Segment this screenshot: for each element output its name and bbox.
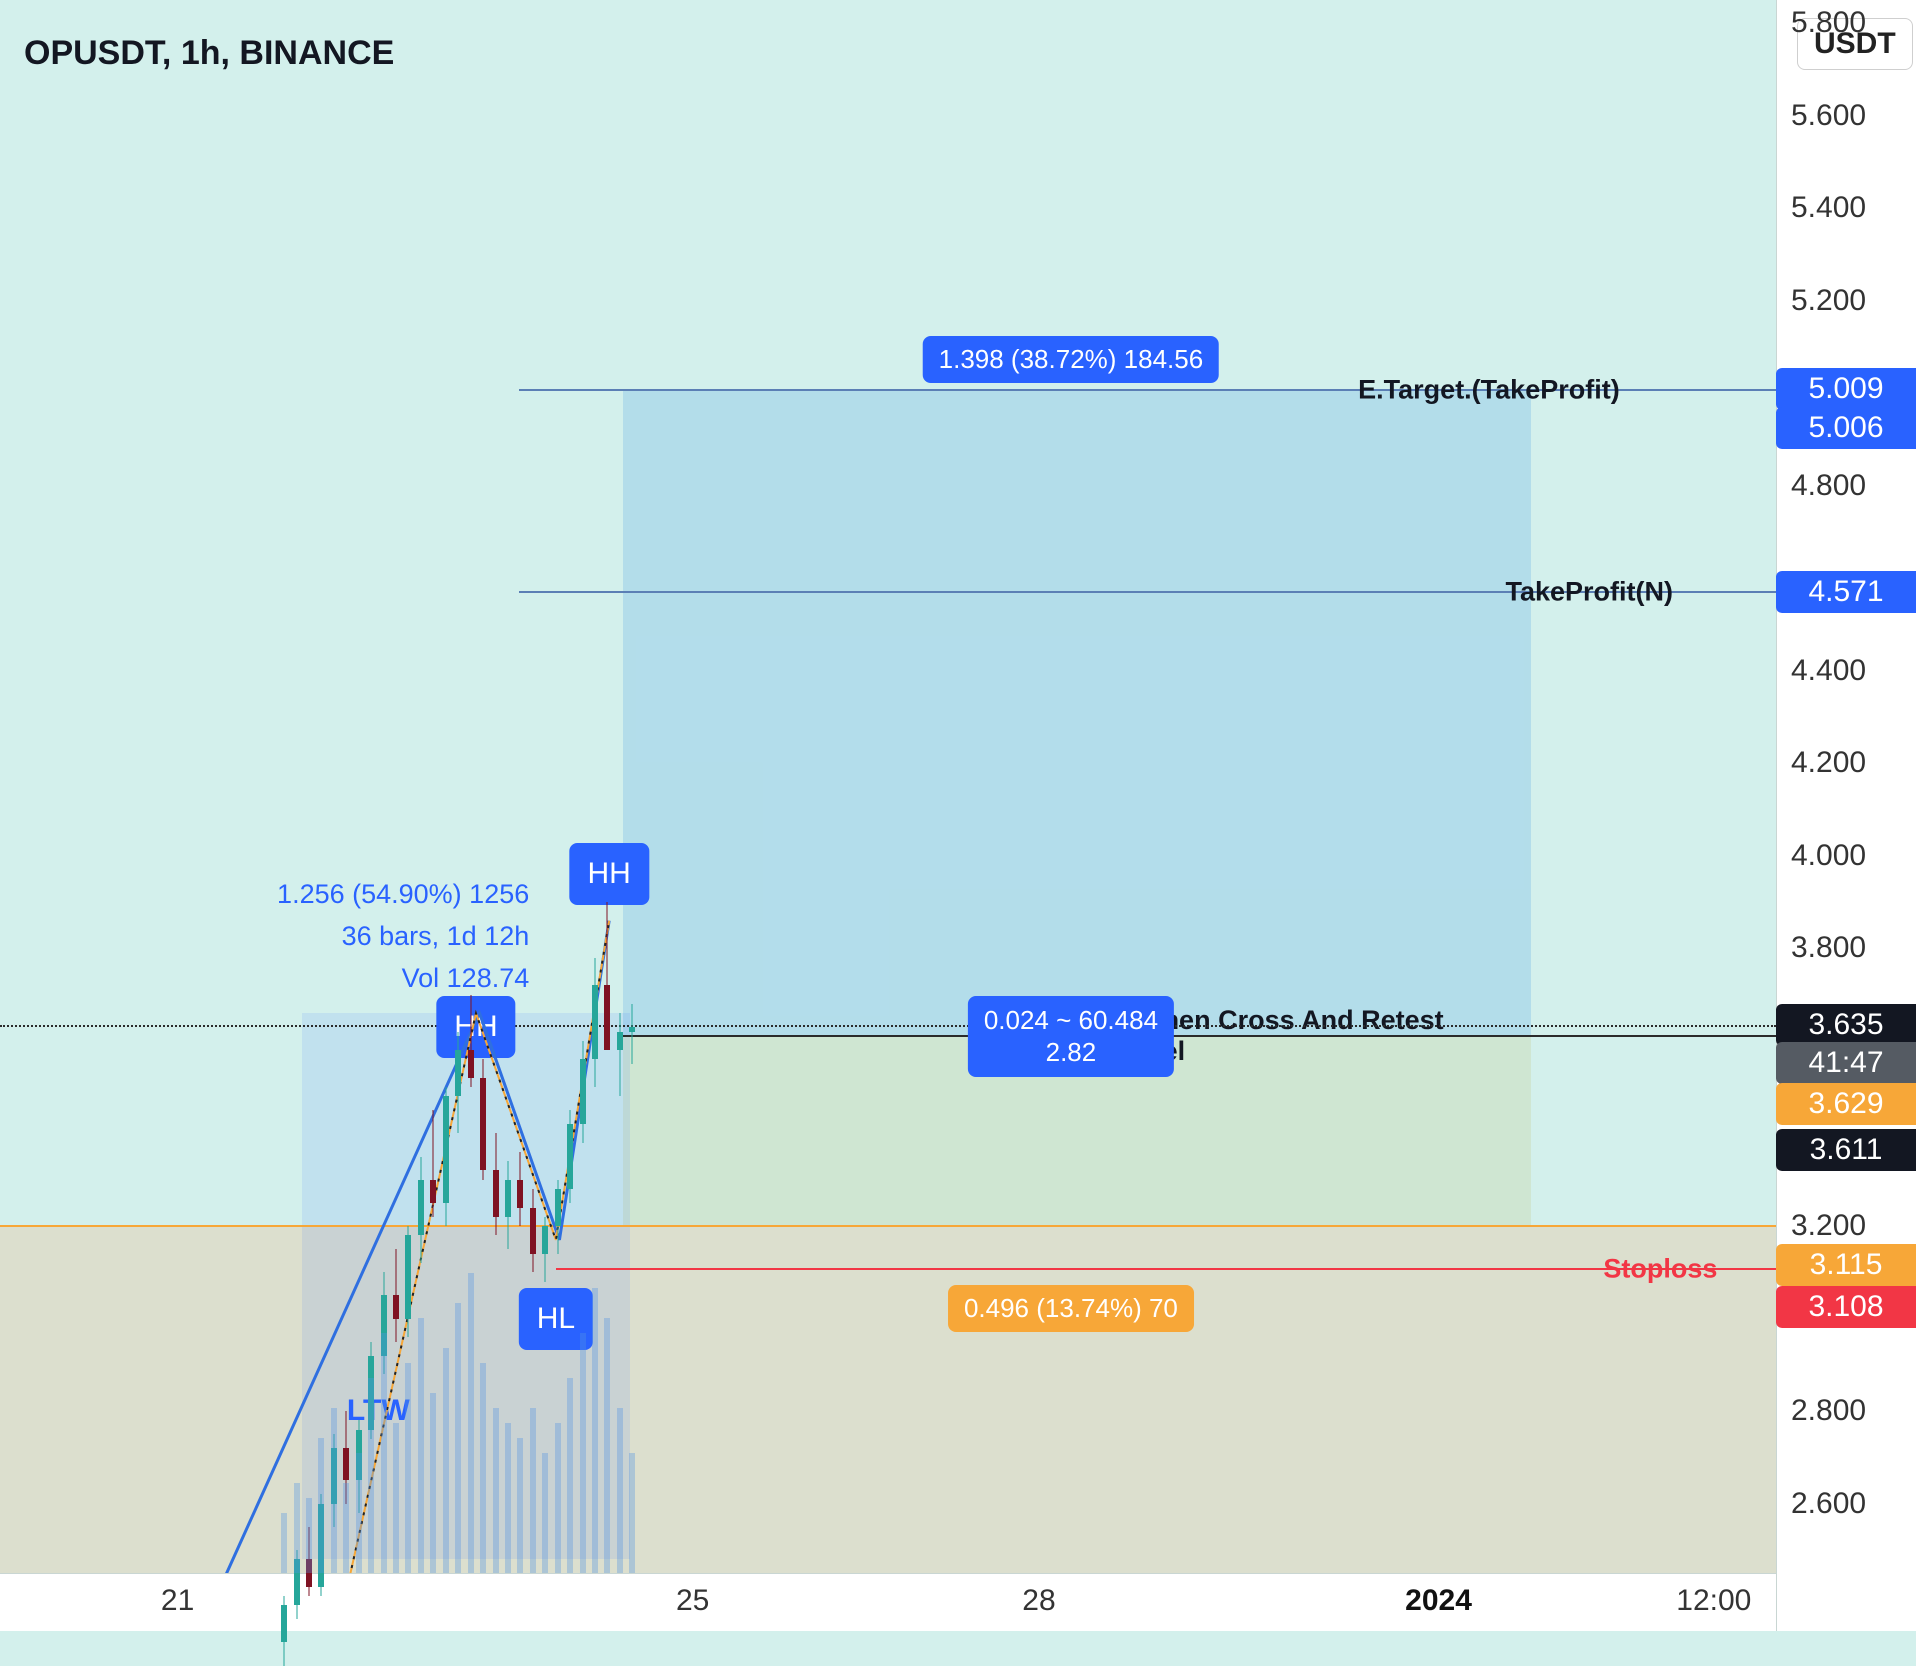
volume-bar	[480, 1363, 486, 1573]
y-tick: 4.800	[1791, 469, 1866, 503]
candle	[294, 0, 300, 1573]
volume-bar	[542, 1453, 548, 1573]
volume-bar	[530, 1408, 536, 1573]
volume-bar	[294, 1483, 300, 1573]
tool-label-long-target[interactable]: 1.398 (38.72%) 184.56	[923, 336, 1220, 383]
y-axis[interactable]: USDT 5.8005.6005.4005.2004.8004.4004.200…	[1776, 0, 1916, 1631]
volume-bar	[318, 1438, 324, 1573]
chart-root: USDT 5.8005.6005.4005.2004.8004.4004.200…	[0, 0, 1916, 1631]
volume-bar	[443, 1348, 449, 1573]
volume-bar	[592, 1288, 598, 1573]
y-tick: 3.800	[1791, 931, 1866, 965]
y-tick: 4.200	[1791, 746, 1866, 780]
candle	[617, 0, 623, 1573]
y-tick: 3.200	[1791, 1209, 1866, 1243]
volume-bar	[343, 1483, 349, 1573]
x-axis[interactable]: 21 25 28 2024 12:00	[0, 1573, 1776, 1631]
price-tag-tag-3611[interactable]: 3.611	[1776, 1129, 1916, 1171]
candle	[480, 0, 486, 1573]
y-tick: 4.000	[1791, 839, 1866, 873]
profit-zone	[623, 390, 1531, 1035]
loss-zone	[0, 1226, 1776, 1573]
volume-bar	[567, 1378, 573, 1573]
tool-label-risk-stats[interactable]: 0.496 (13.74%) 70	[948, 1285, 1194, 1332]
candle	[629, 0, 635, 1573]
price-tag-tag-5006[interactable]: 5.006	[1776, 407, 1916, 449]
price-tag-tag-4571[interactable]: 4.571	[1776, 571, 1916, 613]
volume-bar	[455, 1303, 461, 1573]
candle	[306, 0, 312, 1573]
symbol-text: OPUSDT	[24, 34, 162, 72]
candle	[505, 0, 511, 1573]
volume-bar	[505, 1423, 511, 1573]
tool-label-entry-stats[interactable]: 0.024 ~ 60.4842.82	[968, 996, 1174, 1077]
x-tick: 28	[1022, 1584, 1055, 1618]
candle	[493, 0, 499, 1573]
hline-label-tp-n: TakeProfit(N)	[1505, 576, 1673, 607]
candle	[356, 0, 362, 1573]
candle	[405, 0, 411, 1573]
volume-bar	[468, 1273, 474, 1573]
volume-bar	[306, 1498, 312, 1573]
candle	[343, 0, 349, 1573]
volume-bar	[393, 1423, 399, 1573]
interval-text: 1h	[181, 34, 221, 72]
y-tick: 5.200	[1791, 284, 1866, 318]
price-tag-tag-5009[interactable]: 5.009	[1776, 368, 1916, 410]
volume-bar	[331, 1408, 337, 1573]
x-tick: 2024	[1405, 1584, 1472, 1618]
candle	[555, 0, 561, 1573]
y-tick: 5.400	[1791, 191, 1866, 225]
volume-bar	[430, 1393, 436, 1573]
candle	[567, 0, 573, 1573]
candle	[318, 0, 324, 1573]
y-tick: 5.600	[1791, 99, 1866, 133]
hline-label-stoploss: Stoploss	[1603, 1253, 1717, 1284]
candle	[542, 0, 548, 1573]
volume-bar	[418, 1318, 424, 1573]
volume-bar	[281, 1513, 287, 1573]
volume-bar	[381, 1333, 387, 1573]
y-tick: 2.800	[1791, 1394, 1866, 1428]
hline-orange[interactable]	[0, 1225, 1776, 1227]
price-tag-tag-3108[interactable]: 3.108	[1776, 1286, 1916, 1328]
candle	[331, 0, 337, 1573]
price-tag-tag-3629[interactable]: 3.629	[1776, 1083, 1916, 1125]
symbol-header[interactable]: OPUSDT, 1h, BINANCE	[24, 34, 394, 73]
volume-bar	[629, 1453, 635, 1573]
volume-bar	[405, 1363, 411, 1573]
volume-bar	[368, 1378, 374, 1573]
volume-bar	[617, 1408, 623, 1573]
price-tag-tag-countdown[interactable]: 41:47	[1776, 1042, 1916, 1084]
volume-bar	[604, 1318, 610, 1573]
x-tick: 25	[676, 1584, 709, 1618]
x-tick: 21	[161, 1584, 194, 1618]
volume-bar	[555, 1423, 561, 1573]
price-tag-tag-3635[interactable]: 3.635	[1776, 1004, 1916, 1046]
volume-bar	[517, 1438, 523, 1573]
measure-info: 1.256 (54.90%) 125636 bars, 1d 12hVol 12…	[277, 874, 529, 1000]
volume-bar	[580, 1333, 586, 1573]
volume-bar	[356, 1453, 362, 1573]
candle	[530, 0, 536, 1573]
price-tag-tag-3115[interactable]: 3.115	[1776, 1244, 1916, 1286]
y-tick: 5.800	[1791, 6, 1866, 40]
hline-stoploss[interactable]	[556, 1268, 1776, 1270]
candle	[393, 0, 399, 1573]
volume-bar	[493, 1408, 499, 1573]
hline-label-tp-ext: E.Target.(TakeProfit)	[1358, 375, 1620, 406]
y-tick: 4.400	[1791, 654, 1866, 688]
candle	[368, 0, 374, 1573]
x-tick: 12:00	[1676, 1584, 1751, 1618]
candle	[430, 0, 436, 1573]
candle	[281, 0, 287, 1573]
candle	[443, 0, 449, 1573]
y-tick: 2.600	[1791, 1487, 1866, 1521]
candle	[517, 0, 523, 1573]
current-price-line	[0, 1025, 1776, 1027]
